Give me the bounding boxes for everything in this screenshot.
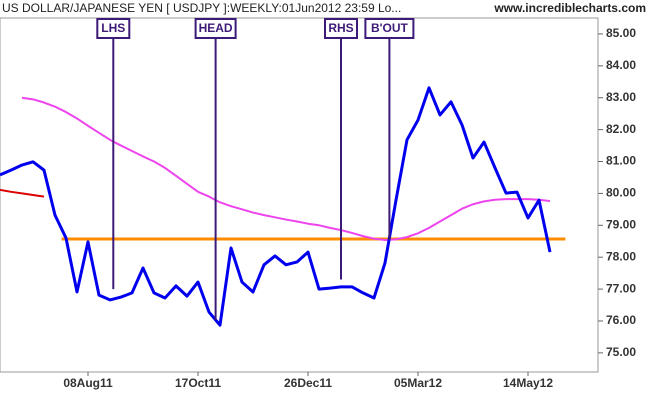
annotation-box [364, 18, 415, 39]
y-tick-label: 77.00 [606, 281, 636, 295]
y-tick-label: 82.00 [606, 122, 636, 136]
x-tick-label: 26Dec11 [284, 376, 332, 390]
plot-area [0, 17, 599, 373]
x-tick-label: 17Oct11 [175, 376, 221, 390]
y-tick-label: 79.00 [606, 217, 636, 231]
annotation-box [324, 18, 358, 39]
y-tick-label: 78.00 [606, 249, 636, 263]
x-tick-label: 08Aug11 [63, 376, 113, 390]
y-tick-label: 75.00 [606, 345, 636, 359]
annotation-label: HEAD [199, 21, 233, 35]
annotation-box [96, 18, 131, 39]
y-tick-label: 81.00 [606, 154, 636, 168]
x-tick-label: 14May12 [503, 376, 553, 390]
annotation-label: RHS [328, 21, 353, 35]
y-tick-label: 83.00 [606, 90, 636, 104]
series-line [0, 188, 45, 198]
y-tick-label: 76.00 [606, 313, 636, 327]
annotation-box [194, 18, 237, 39]
chart-subtitle: www.incrediblecharts.com [493, 1, 646, 15]
y-tick-label: 84.00 [606, 58, 636, 72]
x-tick-label: 05Mar12 [394, 376, 442, 390]
annotation-label: LHS [101, 21, 125, 35]
annotation-label: B'OUT [371, 21, 409, 35]
series-line [0, 86, 552, 327]
y-tick-label: 85.00 [606, 26, 636, 40]
series-line [21, 96, 551, 241]
chart-title: US DOLLAR/JAPANESE YEN [ USDJPY ]:WEEKLY… [2, 1, 401, 15]
y-tick-label: 80.00 [606, 186, 636, 200]
